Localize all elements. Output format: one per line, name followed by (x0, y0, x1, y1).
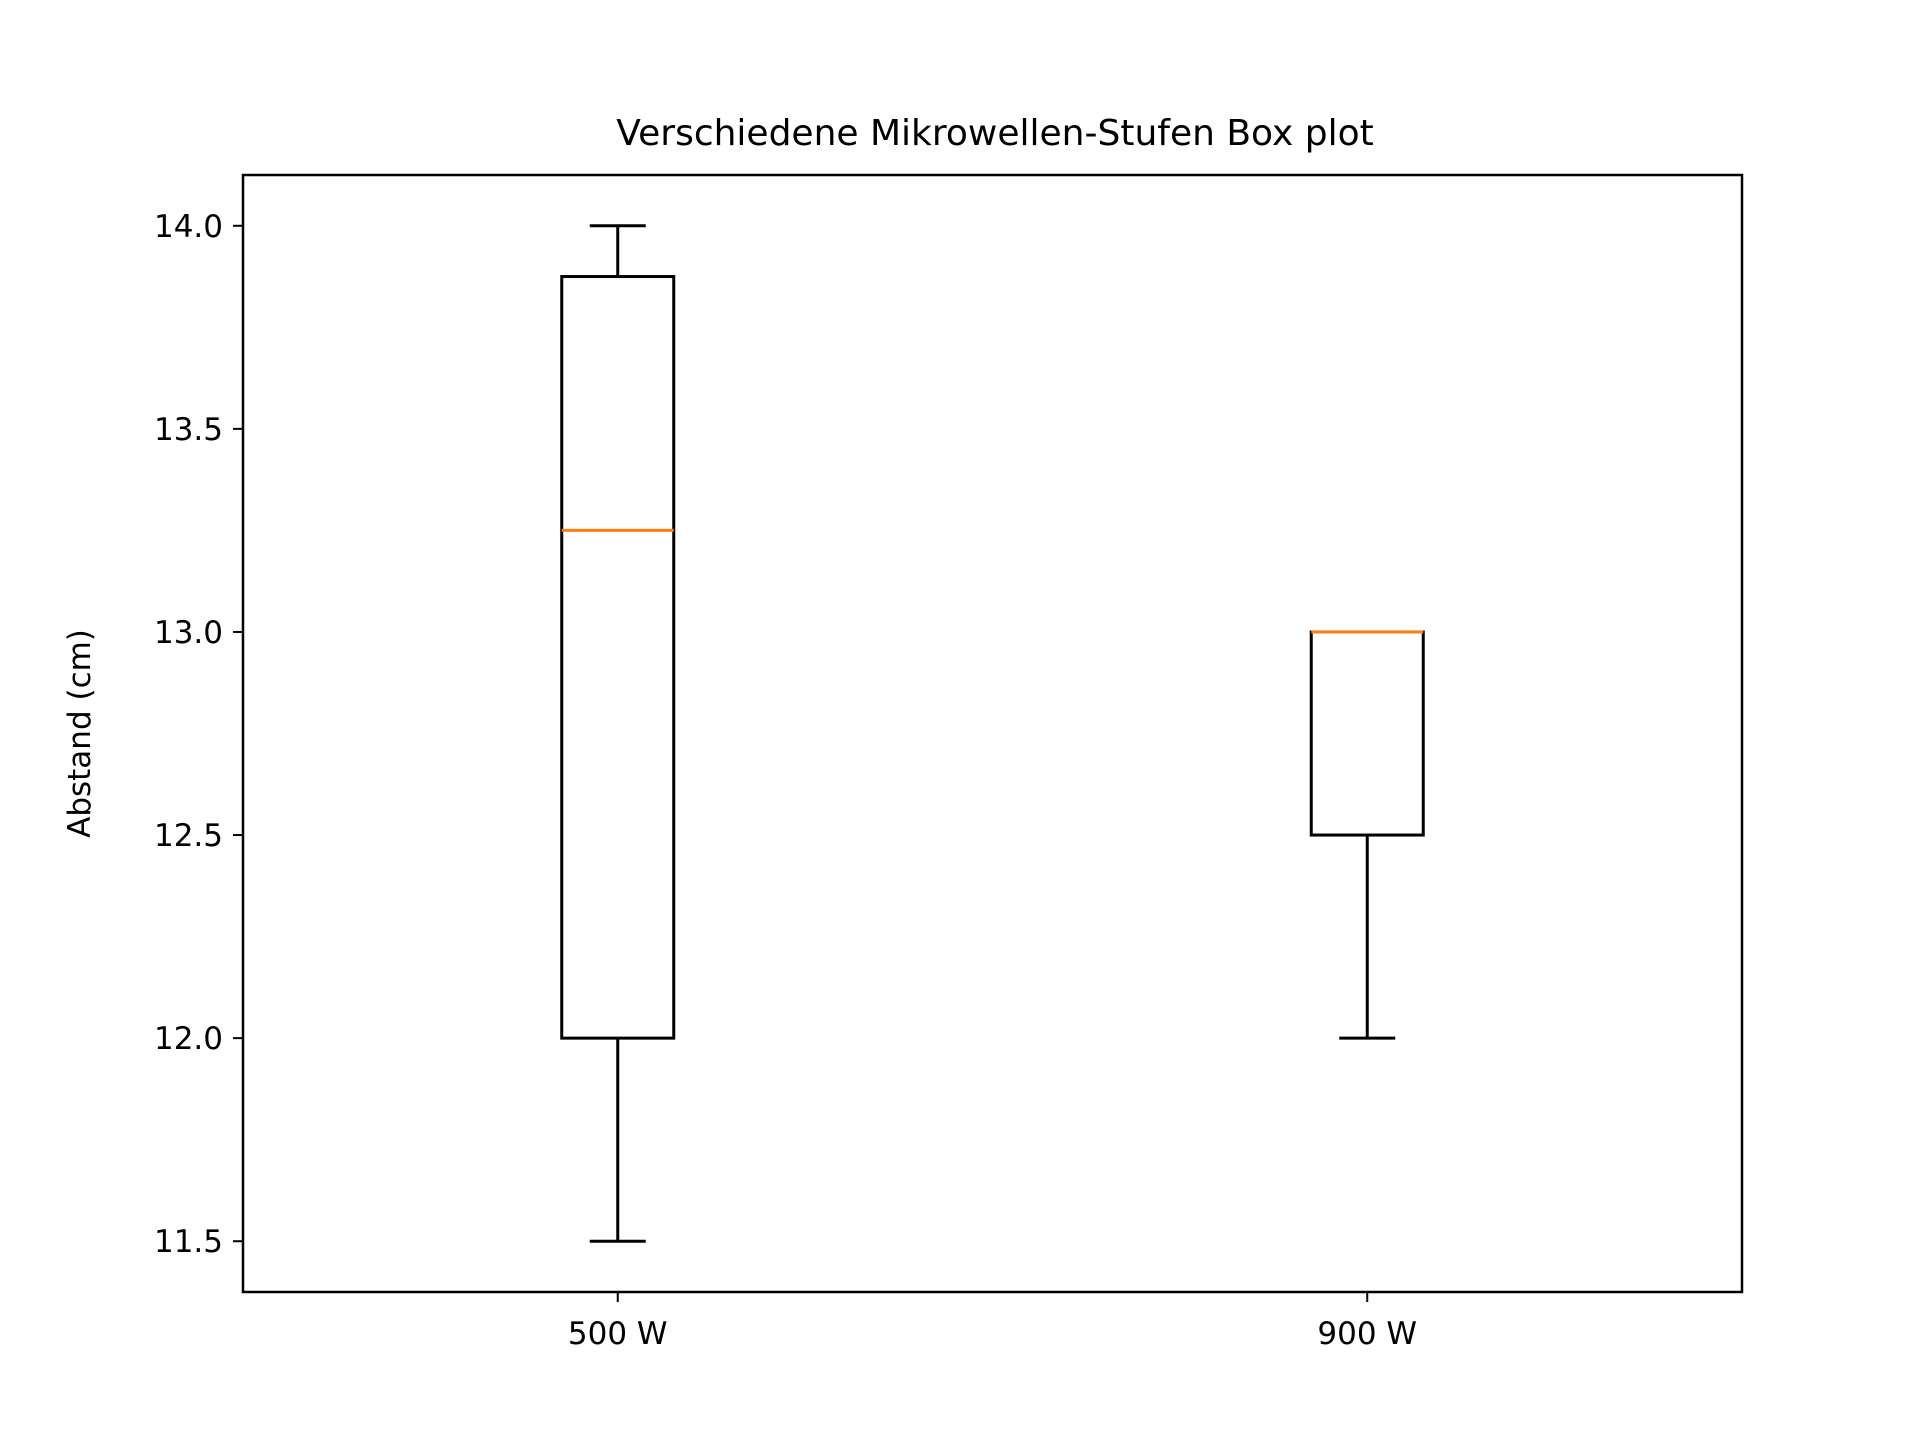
x-tick-label: 500 W (568, 1316, 668, 1352)
x-axis: 500 W 900 W (568, 1292, 1417, 1352)
axes-frame (241, 173, 1744, 1294)
y-tick-label: 12.5 (154, 818, 223, 854)
y-tick-label: 11.5 (154, 1224, 223, 1260)
y-tick-label: 12.0 (154, 1021, 223, 1057)
y-axis: 11.5 12.0 12.5 13.0 13.5 14.0 (154, 209, 243, 1260)
box-group (1309, 630, 1425, 1040)
y-tick-label: 13.5 (154, 412, 223, 448)
box-iqr (560, 275, 676, 1040)
chart-title: Verschiedene Mikrowellen-Stufen Box plot (616, 113, 1373, 154)
box-iqr (1309, 630, 1425, 837)
box-group (560, 224, 676, 1243)
x-tick-label: 900 W (1317, 1316, 1417, 1352)
y-tick-label: 14.0 (154, 209, 223, 245)
y-tick-label: 13.0 (154, 615, 223, 651)
plot-area (560, 224, 1425, 1243)
y-axis-label: Abstand (cm) (62, 629, 98, 838)
